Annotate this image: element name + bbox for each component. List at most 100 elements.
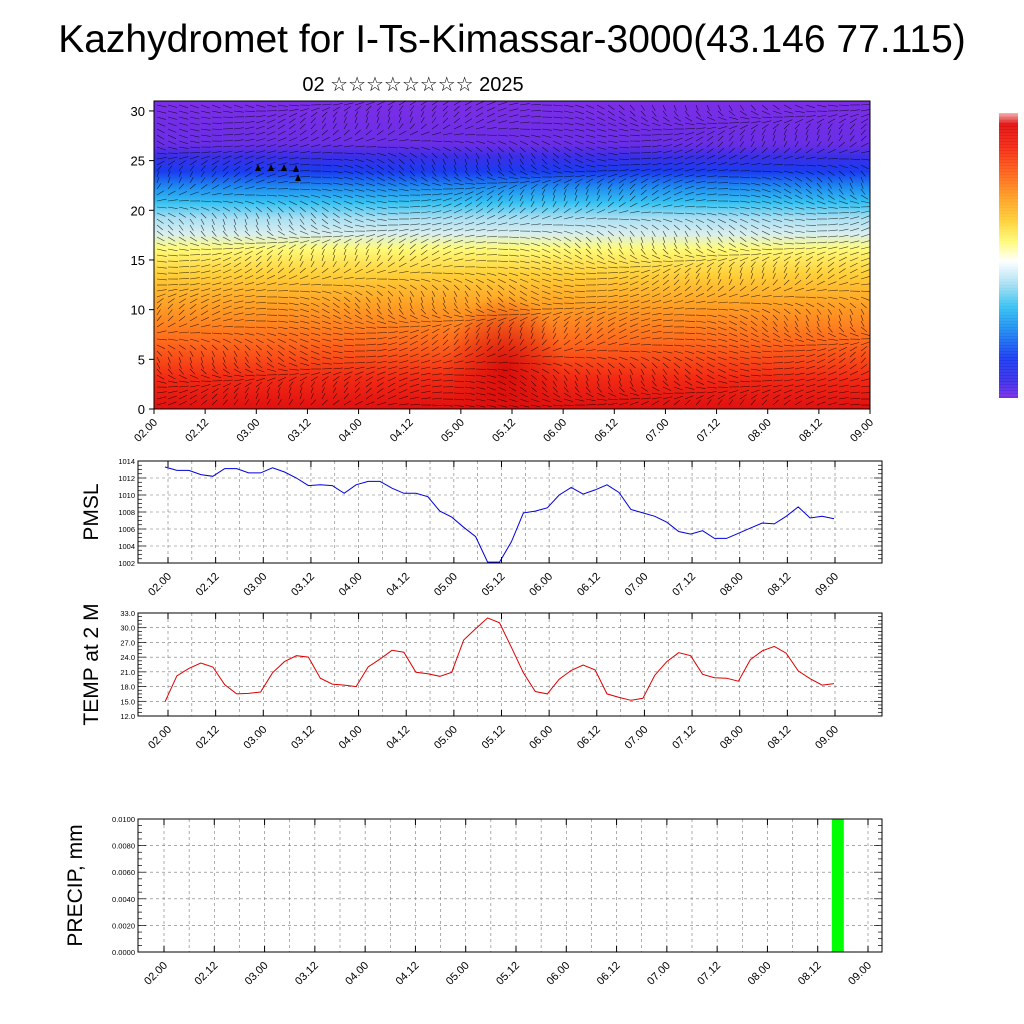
wind-barb <box>310 284 321 286</box>
x-tick-label: 04.00 <box>337 417 365 445</box>
wind-barb <box>783 326 789 333</box>
x-tick-label: 05.12 <box>480 571 508 599</box>
wind-barb <box>794 236 805 239</box>
wind-barb <box>849 194 857 200</box>
wind-barb <box>519 296 528 302</box>
wind-barb <box>354 277 365 280</box>
wind-barb <box>519 207 526 214</box>
wind-barb <box>563 179 573 184</box>
wind-barb <box>486 158 490 165</box>
wind-barb <box>222 212 228 219</box>
wind-barb <box>332 376 340 382</box>
wind-barb <box>717 154 726 160</box>
wind-barb <box>596 122 606 127</box>
wind-barb <box>684 350 695 354</box>
wind-barb <box>805 261 812 268</box>
wind-barb <box>321 326 332 330</box>
wind-barb <box>431 170 437 177</box>
wind-barb <box>563 368 570 375</box>
wind-barb <box>717 332 727 337</box>
wind-barb <box>717 218 726 224</box>
x-tick-label: 06.12 <box>595 960 623 988</box>
wind-barb <box>288 163 299 166</box>
wind-barb <box>222 368 230 374</box>
wind-barb <box>299 212 305 219</box>
wind-barb <box>739 286 747 292</box>
wind-barb <box>222 252 233 256</box>
wind-barb <box>772 344 783 347</box>
x-tick-label: 08.12 <box>796 960 824 988</box>
wind-barb <box>805 365 815 370</box>
wind-barb <box>420 233 430 238</box>
wind-barb <box>277 156 288 160</box>
wind-barb <box>420 314 430 319</box>
x-tick-label: 03.12 <box>293 960 321 988</box>
wind-barb <box>299 236 310 238</box>
wind-barb <box>332 235 343 238</box>
wind-barb <box>695 122 706 125</box>
wind-barb <box>761 295 772 298</box>
wind-barb <box>662 279 669 286</box>
wind-barb <box>365 249 369 256</box>
wind-barb <box>310 308 320 313</box>
wind-barb <box>662 230 667 237</box>
x-tick-label: 04.00 <box>337 724 365 752</box>
wind-barb <box>717 230 723 237</box>
wind-barb <box>431 353 441 358</box>
wind-barb <box>222 288 233 292</box>
wind-barb <box>794 104 804 109</box>
wind-barb <box>497 201 503 208</box>
wind-barb <box>321 393 326 400</box>
wind-barb <box>618 236 623 243</box>
wind-barb <box>211 293 221 298</box>
wind-barb <box>717 126 728 130</box>
wind-barb <box>486 186 496 190</box>
wind-barb <box>607 288 618 292</box>
wind-barb <box>695 168 706 172</box>
y-tick-label: 30 <box>131 104 145 119</box>
wind-barb <box>266 377 276 382</box>
wind-barb <box>343 200 353 205</box>
wind-barb <box>530 254 541 258</box>
wind-barb <box>464 111 472 118</box>
wind-barb <box>222 171 229 178</box>
wind-barb <box>464 202 473 208</box>
wind-barb <box>387 229 398 232</box>
wind-barb <box>827 223 838 226</box>
wind-barb <box>838 129 843 136</box>
wind-barb <box>651 224 659 230</box>
wind-barb <box>717 224 725 231</box>
wind-barb <box>673 162 684 166</box>
wind-barb <box>519 184 528 190</box>
wind-barb <box>827 402 838 406</box>
wind-barb <box>519 316 528 322</box>
wind-barb <box>332 206 341 212</box>
wind-barb <box>860 314 864 322</box>
wind-barb <box>277 241 288 244</box>
wind-barb <box>189 316 198 322</box>
wind-barb <box>706 122 717 125</box>
wind-barb <box>640 104 646 111</box>
wind-barb <box>783 338 793 343</box>
wind-barb <box>475 353 485 358</box>
wind-barb <box>629 169 640 172</box>
wind-barb <box>618 195 624 202</box>
wind-barb <box>717 104 722 111</box>
wind-barb <box>794 170 804 175</box>
wind-barb <box>563 110 574 114</box>
wind-barb <box>607 140 618 143</box>
wind-barb <box>651 196 660 202</box>
wind-barb <box>376 249 381 256</box>
wind-barb <box>651 274 660 280</box>
wind-barb <box>156 218 164 224</box>
wind-barb <box>673 300 684 304</box>
wind-flag-marker <box>268 164 274 171</box>
x-tick-label: 05.12 <box>480 724 508 752</box>
wind-barb <box>233 332 244 336</box>
wind-barb <box>629 401 639 406</box>
wind-barb <box>860 371 869 376</box>
wind-barb <box>739 104 745 111</box>
wind-barb <box>354 320 364 325</box>
wind-barb <box>772 182 782 187</box>
wind-barb <box>607 104 615 110</box>
